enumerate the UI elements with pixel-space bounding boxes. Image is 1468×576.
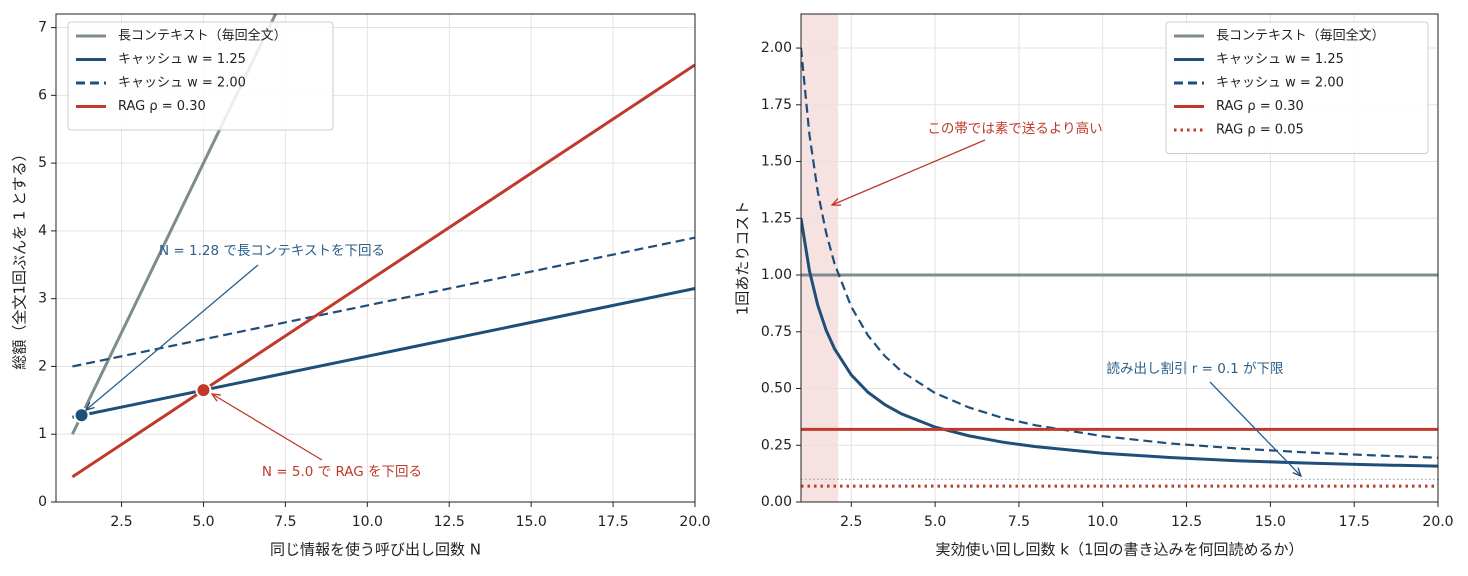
legend-label: 長コンテキスト（毎回全文） — [1216, 28, 1385, 44]
x-axis-label: 実効使い回し回数 k（1回の書き込みを何回読めるか） — [935, 541, 1303, 559]
subplot: 2.5 5.0 7.5 10.0 12.5 15.0 17.5 20.0 0.00 0.25 0.5… — [734, 13, 1454, 559]
y-tick-label: 0.50 — [761, 381, 792, 397]
y-tick-label: 5 — [38, 155, 47, 171]
legend-box — [1165, 21, 1429, 154]
series-line — [801, 47, 1438, 459]
legend-label: 長コンテキスト（毎回全文） — [118, 28, 287, 44]
y-tick-label: 0 — [38, 494, 47, 510]
annotation: N = 5.0 で RAG を下回る — [262, 464, 422, 480]
series-line — [72, 287, 695, 419]
marker-point — [73, 407, 90, 424]
x-axis-label: 同じ情報を使う呼び出し回数 N — [270, 541, 481, 559]
x-tick-label: 17.5 — [1339, 514, 1370, 530]
legend: 長コンテキスト（毎回全文） キャッシュ w = 1.25 キャッシュ w = 2.0… — [67, 21, 334, 131]
y-tick-label: 1.75 — [761, 97, 792, 113]
x-tick-label: 15.0 — [516, 514, 547, 530]
legend-label: キャッシュ w = 2.00 — [1216, 76, 1344, 91]
x-tick-label: 7.5 — [1008, 514, 1030, 530]
y-tick-label: 6 — [38, 87, 47, 103]
legend-box — [67, 21, 334, 131]
y-tick-label: 1.25 — [761, 210, 792, 226]
x-tick-label: 17.5 — [597, 514, 628, 530]
annotation-arrow — [86, 264, 259, 410]
plot-area — [71, 14, 695, 479]
plot-area — [801, 47, 1438, 488]
legend-label: キャッシュ w = 1.25 — [1216, 52, 1344, 67]
x-tick-label: 15.0 — [1255, 514, 1286, 530]
x-tick-label: 20.0 — [1422, 514, 1453, 530]
series-line — [72, 236, 695, 368]
x-tick-label: 2.5 — [840, 514, 862, 530]
legend-label: RAG ρ = 0.30 — [118, 99, 206, 114]
annotation: 読み出し割引 r = 0.1 が下限 — [1107, 360, 1284, 377]
legend-label: RAG ρ = 0.05 — [1216, 123, 1304, 138]
x-tick-label: 2.5 — [110, 514, 132, 530]
axes-frame — [800, 13, 1439, 503]
y-tick-label: 4 — [38, 223, 47, 239]
x-tick-label: 20.0 — [679, 514, 710, 530]
series-line — [71, 14, 278, 435]
y-tick-label: 0.00 — [761, 494, 792, 510]
y-tick-label: 1 — [38, 426, 47, 442]
y-tick-label: 2 — [38, 358, 47, 374]
y-axis-label: 1回あたりコスト — [734, 201, 752, 316]
y-tick-label: 7 — [38, 20, 47, 36]
x-tick-label: 12.5 — [1171, 514, 1202, 530]
marker-point — [195, 382, 212, 399]
annotation-arrow — [212, 394, 323, 461]
series-line — [801, 218, 1438, 468]
subplot: 2.5 5.0 7.5 10.0 12.5 15.0 17.5 20.0 0 1 2 3 4 5 6 7 同じ情… — [11, 13, 711, 559]
x-tick-label: 7.5 — [274, 514, 296, 530]
y-axis-label: 総額（全文1回ぶんを 1 とする） — [11, 146, 29, 369]
x-tick-label: 5.0 — [192, 514, 214, 530]
legend-label: キャッシュ w = 1.25 — [118, 52, 246, 67]
annotation-arrow — [1209, 381, 1301, 476]
y-tick-label: 1.50 — [761, 154, 792, 170]
x-tick-label: 5.0 — [924, 514, 946, 530]
annotation: この帯では素で送るより高い — [927, 120, 1102, 137]
legend-label: RAG ρ = 0.30 — [1216, 99, 1304, 114]
x-tick-label: 10.0 — [352, 514, 383, 530]
annotation: N = 1.28 で長コンテキストを下回る — [159, 243, 385, 259]
y-tick-label: 2.00 — [761, 40, 792, 56]
x-tick-label: 12.5 — [434, 514, 465, 530]
axes-frame — [55, 13, 696, 503]
legend: 長コンテキスト（毎回全文） キャッシュ w = 1.25 キャッシュ w = 2.0… — [1165, 21, 1429, 154]
y-tick-label: 0.25 — [761, 437, 792, 453]
y-tick-label: 3 — [38, 291, 47, 307]
legend-label: キャッシュ w = 2.00 — [118, 76, 246, 91]
series-line — [71, 63, 695, 479]
annotation-arrow — [832, 139, 986, 205]
y-tick-label: 1.00 — [761, 267, 792, 283]
x-tick-label: 10.0 — [1087, 514, 1118, 530]
y-tick-label: 0.75 — [761, 324, 792, 340]
